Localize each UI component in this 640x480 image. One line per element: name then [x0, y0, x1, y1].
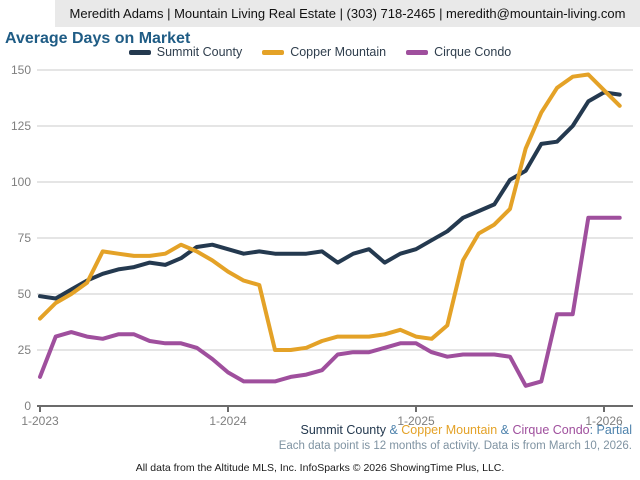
y-tick-label: 150	[11, 63, 31, 77]
x-tick-label: 1-2023	[21, 414, 59, 428]
y-tick-label: 0	[24, 399, 31, 413]
legend-item-copper-mountain[interactable]: Copper Mountain	[262, 45, 386, 59]
x-tick-label: 1-2024	[209, 414, 247, 428]
note-summit-county: Summit County	[300, 423, 386, 437]
chart-legend: Summit County Copper Mountain Cirque Con…	[0, 45, 640, 59]
note-amp: &	[497, 423, 513, 437]
note-partial: : Partial	[589, 423, 632, 437]
legend-item-summit-county[interactable]: Summit County	[128, 45, 243, 59]
legend-item-cirque-condo[interactable]: Cirque Condo	[406, 45, 511, 59]
note-amp: &	[385, 423, 402, 437]
copper-mountain-swatch	[262, 49, 285, 55]
x-tick-label: 1-2025	[397, 414, 435, 428]
legend-label: Copper Mountain	[290, 45, 387, 59]
legend-label: Summit County	[156, 45, 243, 59]
series-line-cirque-condo	[38, 215, 622, 388]
cirque-condo-swatch	[406, 49, 429, 55]
series-line-copper-mountain	[38, 72, 622, 352]
y-tick-label: 25	[18, 343, 32, 357]
note-cirque-condo: Cirque Condo	[512, 423, 590, 437]
y-tick-label: 75	[18, 231, 32, 245]
summit-county-swatch	[128, 49, 151, 55]
y-tick-label: 125	[11, 119, 31, 133]
y-tick-label: 100	[11, 175, 31, 189]
page-title: Average Days on Market	[5, 30, 191, 47]
series-status-note: Summit County & Copper Mountain & Cirque…	[301, 423, 632, 437]
x-tick-label: 1-2026	[585, 414, 623, 428]
attribution-footer: All data from the Altitude MLS, Inc. Inf…	[135, 462, 505, 474]
legend-label: Cirque Condo	[434, 45, 512, 59]
days-on-market-line-chart: 0 25 50 75 100 125 150 1-2023 1-2024 1-2025 1-2026	[11, 63, 633, 428]
note-copper-mountain: Copper Mountain	[401, 423, 498, 437]
series-line-summit-county	[38, 90, 622, 301]
data-period-note: Each data point is 12 months of activity…	[278, 440, 632, 452]
y-tick-label: 50	[18, 287, 32, 301]
contact-header: Meredith Adams | Mountain Living Real Es…	[55, 0, 640, 27]
